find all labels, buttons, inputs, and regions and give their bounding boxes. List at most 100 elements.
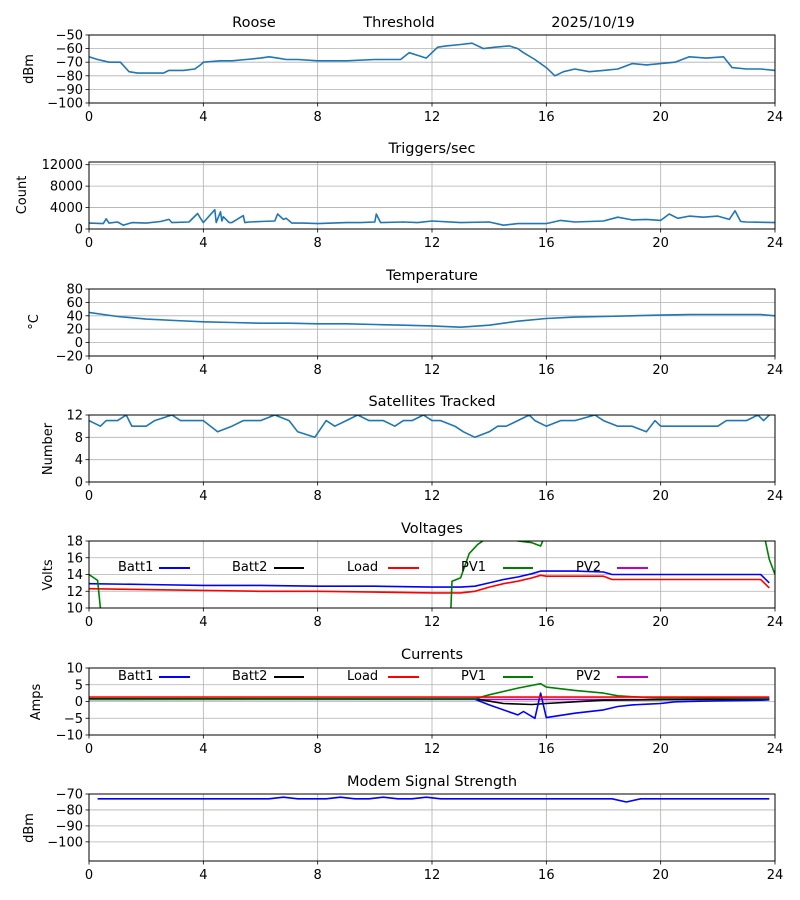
- x-tick-label: 8: [314, 742, 322, 757]
- y-tick-label: 10: [66, 602, 83, 617]
- y-tick-label: −80: [56, 69, 83, 84]
- voltages-series-batt1: [89, 570, 770, 588]
- y-tick-label: 12000: [42, 158, 83, 173]
- currents-series-batt2: [89, 697, 770, 706]
- rssi-axes-frame: [88, 34, 776, 104]
- temperature-series-group: [89, 311, 775, 329]
- x-tick-label: 16: [538, 489, 555, 504]
- x-tick-label: 4: [199, 363, 207, 378]
- modem-series-group: [97, 796, 770, 803]
- x-tick-label: 16: [538, 742, 555, 757]
- voltages-axes-frame: [88, 540, 776, 609]
- y-tick-label: −50: [56, 29, 83, 44]
- x-tick-label: 4: [199, 489, 207, 504]
- x-tick-label: 20: [652, 489, 669, 504]
- rssi-series-group: [89, 42, 775, 77]
- y-tick-label: −90: [56, 83, 83, 98]
- currents-ylabel: Amps: [29, 683, 44, 720]
- y-tick-label: 12: [66, 585, 83, 600]
- x-tick-label: 24: [767, 868, 784, 883]
- legend-batt2-label: Batt2: [232, 669, 267, 684]
- legend-pv1-label: PV1: [461, 560, 486, 575]
- y-tick-label: −10: [56, 729, 83, 744]
- y-tick-label: −90: [56, 819, 83, 834]
- satellites-series-group: [89, 415, 770, 439]
- mode-title: Threshold: [362, 15, 434, 31]
- x-tick-label: 12: [424, 489, 441, 504]
- x-tick-label: 0: [85, 615, 93, 630]
- triggers-title: Triggers/sec: [388, 141, 476, 157]
- currents-legend: Batt1 Batt2 Load PV1 PV2: [118, 669, 648, 684]
- y-tick-label: 12: [66, 409, 83, 424]
- station-title: Roose: [232, 15, 276, 31]
- x-tick-label: 16: [538, 110, 555, 125]
- date-title: 2025/10/19: [551, 15, 635, 31]
- temperature-series-temperature: [89, 311, 775, 329]
- x-tick-label: 24: [767, 615, 784, 630]
- y-tick-label: 60: [66, 296, 83, 311]
- x-tick-label: 0: [85, 489, 93, 504]
- x-tick-label: 16: [538, 615, 555, 630]
- x-tick-label: 8: [314, 615, 322, 630]
- y-tick-label: 18: [66, 535, 83, 550]
- y-tick-label: 40: [66, 309, 83, 324]
- y-tick-label: 5: [75, 678, 83, 693]
- x-tick-label: 20: [652, 363, 669, 378]
- voltages-title: Voltages: [401, 521, 463, 537]
- y-tick-label: 20: [66, 323, 83, 338]
- y-tick-label: 8: [75, 431, 83, 446]
- temperature-axes-frame: [88, 288, 776, 357]
- legend-load-label: Load: [347, 669, 378, 684]
- x-tick-label: 24: [767, 236, 784, 251]
- y-tick-label: −70: [56, 56, 83, 71]
- x-tick-label: 16: [538, 868, 555, 883]
- temperature-title: Temperature: [385, 268, 478, 284]
- x-tick-label: 0: [85, 363, 93, 378]
- y-tick-label: −100: [47, 835, 83, 850]
- y-tick-label: −60: [56, 42, 83, 57]
- y-tick-label: 0: [75, 223, 83, 238]
- triggers-panel: 0 4 8 12 16 20 24 12000 8000 4000 0: [42, 158, 784, 251]
- x-tick-label: 20: [652, 742, 669, 757]
- y-tick-label: −100: [47, 97, 83, 112]
- modem-ylabel: dBm: [22, 813, 37, 843]
- rssi-series-rssi: [89, 42, 775, 77]
- y-tick-label: 80: [66, 283, 83, 298]
- y-tick-label: −20: [56, 350, 83, 365]
- x-tick-label: 12: [424, 363, 441, 378]
- x-tick-label: 24: [767, 742, 784, 757]
- currents-series-batt1: [89, 692, 770, 720]
- y-tick-label: 8000: [50, 180, 83, 195]
- satellites-series-satellites: [89, 415, 770, 439]
- x-tick-label: 20: [652, 868, 669, 883]
- currents-series-group: [89, 682, 770, 720]
- x-tick-label: 8: [314, 489, 322, 504]
- satellites-axes-frame: [88, 414, 776, 483]
- triggers-series-group: [89, 208, 775, 226]
- voltages-series-load: [89, 574, 770, 594]
- legend-batt1-label: Batt1: [118, 560, 153, 575]
- currents-axes-frame: [88, 667, 776, 736]
- legend-pv1-label: PV1: [461, 669, 486, 684]
- satellites-ylabel: Number: [41, 422, 56, 475]
- x-tick-label: 12: [424, 615, 441, 630]
- x-tick-label: 4: [199, 236, 207, 251]
- x-tick-label: 12: [424, 236, 441, 251]
- y-tick-label: 0: [75, 476, 83, 491]
- x-tick-label: 20: [652, 110, 669, 125]
- x-tick-label: 12: [424, 742, 441, 757]
- voltages-series-pv1: [89, 573, 102, 608]
- y-tick-label: 4: [75, 453, 83, 468]
- x-tick-label: 16: [538, 236, 555, 251]
- x-tick-label: 0: [85, 868, 93, 883]
- y-tick-label: −70: [56, 788, 83, 803]
- temperature-ylabel: °C: [27, 314, 42, 330]
- x-tick-label: 8: [314, 110, 322, 125]
- x-tick-label: 4: [199, 110, 207, 125]
- x-tick-label: 16: [538, 363, 555, 378]
- voltages-series-pv1: [764, 541, 775, 575]
- legend-pv2-label: PV2: [576, 560, 601, 575]
- triggers-series-triggers: [89, 208, 775, 226]
